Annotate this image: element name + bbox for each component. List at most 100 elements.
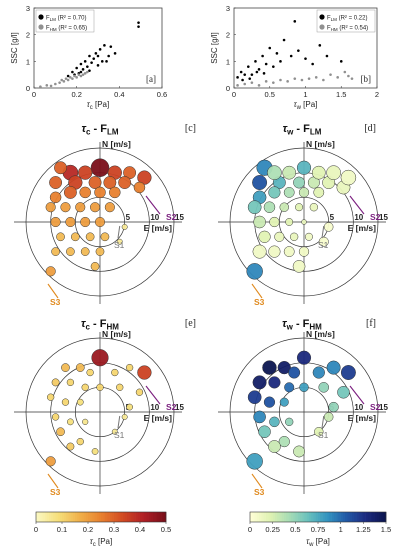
legend-entry-rest: (R² = 0.65) — [57, 26, 88, 32]
data-point-flm — [88, 54, 91, 58]
colorbar-tick-label: 0 — [248, 525, 252, 534]
colorbar-label: τw [Pa] — [306, 537, 330, 548]
colorbar-segment — [252, 512, 255, 522]
x-tick-label: 0.4 — [114, 90, 124, 99]
east-label: E [m/s] — [144, 413, 173, 423]
data-point-fhm — [86, 70, 89, 74]
data-bubble — [301, 219, 307, 225]
title-symbol-sub: c — [86, 323, 91, 332]
data-bubble — [75, 363, 85, 372]
colorbar-segment — [345, 512, 348, 522]
y-tick-label: 1 — [26, 57, 30, 66]
station-label-s3: S3 — [254, 297, 265, 307]
ring-label: 10 — [354, 213, 363, 222]
data-bubble — [137, 170, 152, 185]
data-bubble — [299, 382, 309, 393]
colorbar-segment — [374, 512, 378, 522]
data-point-flm — [279, 60, 282, 63]
arrow-s1 — [117, 415, 121, 429]
data-bubble — [328, 401, 339, 413]
data-bubble — [246, 263, 263, 280]
arrow-s2 — [349, 385, 365, 405]
data-bubble — [137, 365, 152, 380]
station-label-s3: S3 — [50, 297, 61, 307]
colorbar-segment — [40, 512, 43, 522]
colorbar-segment — [286, 512, 289, 522]
data-bubble — [296, 160, 312, 175]
data-point-flm — [107, 54, 110, 58]
data-point-fhm — [45, 84, 49, 87]
ring-label: 10 — [150, 403, 159, 412]
x-tick-label: 0 — [32, 90, 36, 99]
data-bubble — [91, 448, 99, 455]
data-bubble — [279, 202, 289, 212]
data-bubble — [340, 365, 356, 381]
data-bubble — [262, 360, 277, 375]
legend-entry-rest: (R² = 0.22) — [337, 16, 368, 22]
data-bubble — [85, 232, 95, 242]
colorbar-segment — [333, 512, 337, 522]
data-point-fhm — [350, 77, 354, 80]
data-point-flm — [90, 61, 93, 64]
colorbar-segment — [349, 512, 353, 522]
colorbar-segment — [279, 512, 283, 522]
data-bubble — [247, 390, 262, 405]
colorbar-segment — [329, 512, 332, 522]
legend-entry-sub: LM — [331, 17, 338, 22]
x-axis-label-unit: [Pa] — [93, 100, 109, 109]
colorbar-segment — [370, 512, 373, 522]
east-label: E [m/s] — [348, 413, 377, 423]
data-bubble — [318, 236, 329, 247]
colorbar-segment — [101, 512, 104, 522]
legend-marker — [319, 14, 325, 20]
data-bubble — [293, 176, 305, 189]
colorbar-segment — [122, 512, 126, 522]
colorbar-segment — [270, 512, 273, 522]
data-bubble — [304, 232, 313, 241]
data-bubble — [70, 232, 80, 242]
data-point-flm — [75, 66, 78, 70]
data-bubble — [79, 186, 91, 199]
data-bubble — [61, 363, 70, 372]
data-bubble — [49, 191, 62, 204]
data-bubble — [133, 181, 146, 194]
colorbar-tick-label: 0.3 — [109, 525, 119, 534]
legend-entry-base: F — [327, 16, 331, 22]
data-bubble — [88, 176, 102, 189]
colorbar-segment — [365, 512, 369, 522]
station-label-s2: S2 — [370, 212, 381, 222]
x-tick-label: 0 — [232, 90, 236, 99]
data-bubble — [90, 158, 110, 177]
panel-label: [a] — [146, 74, 156, 84]
colorbar-segment — [55, 512, 58, 522]
data-bubble — [326, 360, 341, 375]
data-bubble — [45, 456, 56, 467]
colorbar-segment — [57, 512, 61, 522]
legend-marker — [38, 24, 44, 30]
data-bubble — [65, 216, 76, 228]
data-point-flm — [289, 54, 293, 58]
data-bubble — [277, 360, 291, 375]
colorbar-segment — [81, 512, 84, 522]
legend-entry: FHM (R² = 0.54) — [327, 26, 368, 33]
colorbar-segment — [49, 512, 52, 522]
data-point-flm — [71, 70, 74, 74]
y-tick-label: 2 — [226, 31, 230, 40]
data-point-fhm — [62, 80, 66, 83]
x-tick-label: 0.6 — [157, 90, 167, 99]
y-axis-label: SSC [g/l] — [210, 32, 219, 64]
title-symbol: τ — [282, 318, 287, 330]
panel-label: [b] — [361, 74, 372, 84]
colorbar-segment — [157, 512, 160, 522]
colorbar-segment — [98, 512, 102, 522]
ring-label: 10 — [150, 213, 159, 222]
colorbar-label-unit: [Pa] — [313, 537, 329, 546]
colorbar-segment — [320, 512, 323, 522]
data-bubble — [90, 202, 101, 213]
colorbar-tick-label: 0.2 — [83, 525, 93, 534]
colorbar-segment — [105, 512, 108, 522]
arrow-s2 — [145, 385, 161, 405]
colorbar-segment — [77, 512, 80, 522]
y-tick-label: 3 — [226, 4, 230, 13]
data-point-fhm — [71, 77, 74, 80]
